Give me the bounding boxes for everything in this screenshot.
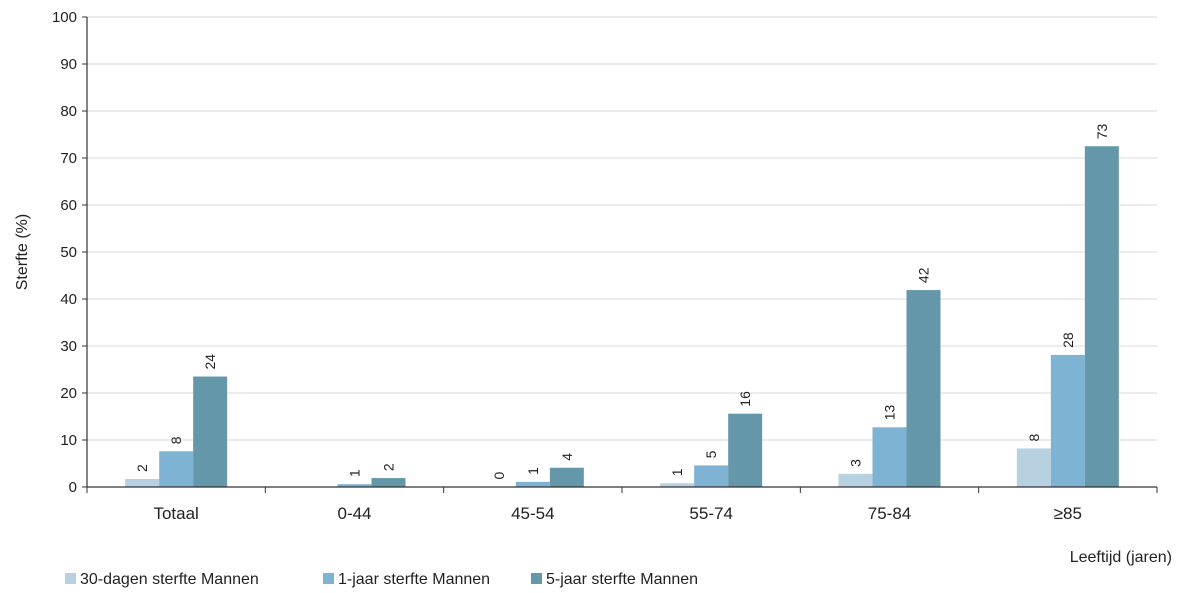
x-category-label: 45-54 bbox=[511, 504, 554, 523]
data-label: 28 bbox=[1060, 332, 1076, 348]
y-tick-label: 0 bbox=[69, 479, 77, 496]
data-label: 2 bbox=[381, 463, 397, 471]
bar bbox=[694, 465, 728, 487]
data-label: 1 bbox=[347, 469, 363, 477]
y-tick-label: 60 bbox=[60, 197, 77, 214]
data-label: 0 bbox=[491, 472, 507, 480]
data-label: 8 bbox=[168, 436, 184, 444]
legend-label: 5-jaar sterfte Mannen bbox=[546, 571, 698, 588]
y-tick-label: 100 bbox=[52, 9, 77, 26]
x-category-label: Totaal bbox=[153, 504, 198, 523]
bar bbox=[1017, 448, 1051, 487]
y-tick-label: 10 bbox=[60, 432, 77, 449]
x-category-label: ≥85 bbox=[1054, 504, 1082, 523]
y-tick-label: 70 bbox=[60, 150, 77, 167]
y-tick-label: 50 bbox=[60, 244, 77, 261]
grid-lines bbox=[87, 17, 1157, 440]
bar bbox=[516, 482, 550, 487]
bar bbox=[839, 474, 873, 487]
bar bbox=[193, 377, 227, 487]
legend-item: 30-dagen sterfte Mannen bbox=[65, 571, 259, 588]
bar bbox=[125, 479, 159, 487]
data-label: 42 bbox=[916, 267, 932, 283]
y-tick-label: 80 bbox=[60, 103, 77, 120]
x-category-label: 55-74 bbox=[689, 504, 732, 523]
legend-swatch bbox=[323, 573, 334, 584]
legend-swatch bbox=[531, 573, 542, 584]
x-axis-title: Leeftijd (jaren) bbox=[1070, 549, 1172, 566]
x-category-label: 75-84 bbox=[868, 504, 911, 523]
bar bbox=[1051, 355, 1085, 487]
data-label: 1 bbox=[525, 467, 541, 475]
data-label: 4 bbox=[559, 453, 575, 461]
data-label: 3 bbox=[848, 459, 864, 467]
bar bbox=[550, 468, 584, 487]
bar bbox=[728, 414, 762, 487]
x-category-label: 0-44 bbox=[337, 504, 371, 523]
data-label: 8 bbox=[1026, 433, 1042, 441]
data-label: 73 bbox=[1094, 123, 1110, 139]
y-axis-title: Sterfte (%) bbox=[14, 214, 31, 290]
data-label: 24 bbox=[202, 354, 218, 370]
data-label: 16 bbox=[737, 391, 753, 407]
y-tick-label: 40 bbox=[60, 291, 77, 308]
legend-label: 1-jaar sterfte Mannen bbox=[338, 571, 490, 588]
y-tick-label: 20 bbox=[60, 385, 77, 402]
bar bbox=[1085, 146, 1119, 487]
bar bbox=[372, 478, 406, 487]
bar bbox=[873, 427, 907, 487]
legend-swatch bbox=[65, 573, 76, 584]
bars bbox=[125, 146, 1119, 487]
legend-item: 5-jaar sterfte Mannen bbox=[531, 571, 698, 588]
legend-item: 1-jaar sterfte Mannen bbox=[323, 571, 490, 588]
data-label: 13 bbox=[882, 405, 898, 421]
legend-label: 30-dagen sterfte Mannen bbox=[80, 571, 259, 588]
data-label: 5 bbox=[703, 450, 719, 458]
legend: 30-dagen sterfte Mannen 1-jaar sterfte Ma… bbox=[65, 571, 698, 588]
data-label: 2 bbox=[134, 464, 150, 472]
bar bbox=[907, 290, 941, 487]
bar bbox=[159, 451, 193, 487]
y-tick-label: 90 bbox=[60, 56, 77, 73]
y-tick-label: 30 bbox=[60, 338, 77, 355]
data-label: 1 bbox=[669, 468, 685, 476]
